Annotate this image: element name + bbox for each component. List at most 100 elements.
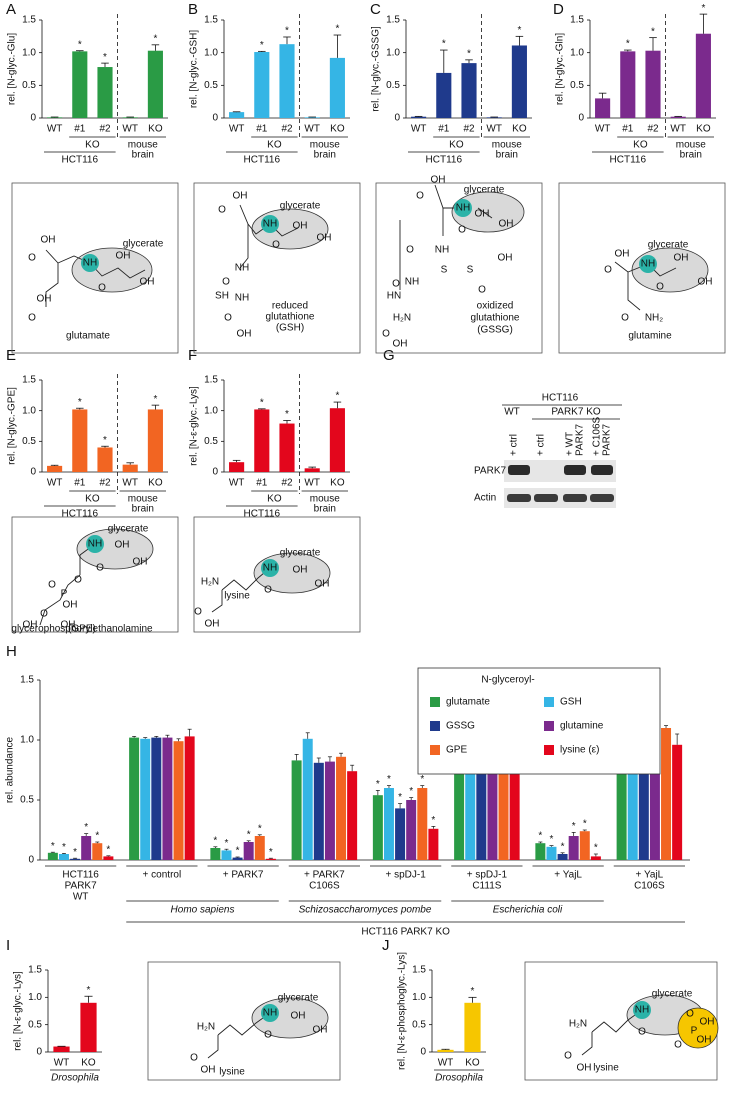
y-axis-label: rel. [N-ε-glyc.-Lys] <box>13 971 24 1051</box>
amide-highlight <box>261 559 279 577</box>
y-tick-label: 1.0 <box>204 405 218 416</box>
structure-label: glutathione <box>471 313 520 324</box>
legend-label: glutamine <box>560 721 604 732</box>
bar <box>80 1002 97 1052</box>
y-tick-label: 0.5 <box>570 80 584 91</box>
significance-star: * <box>87 985 91 996</box>
y-axis-label: rel. abundance <box>5 736 16 803</box>
y-tick-label: 1.5 <box>22 15 36 26</box>
bar <box>428 828 439 860</box>
bar <box>638 734 649 860</box>
y-tick-label: 1.0 <box>22 405 36 416</box>
bar <box>557 854 568 860</box>
significance-star: * <box>583 819 587 830</box>
significance-star: * <box>260 40 264 51</box>
bar <box>151 737 162 860</box>
y-tick-label: 1.5 <box>386 15 400 26</box>
significance-star: * <box>103 52 107 63</box>
structure-label: O <box>264 585 272 596</box>
bar <box>661 728 672 860</box>
y-tick-label: 0 <box>212 113 218 124</box>
structure-label: SH <box>215 291 229 302</box>
row-label: Actin <box>474 493 496 504</box>
significance-star: * <box>376 779 380 790</box>
lane-label: + WT <box>565 432 576 456</box>
structure-box <box>147 961 341 1081</box>
bar <box>129 737 140 860</box>
x-tick-label: + PARK7 <box>223 870 264 881</box>
bar <box>616 735 627 860</box>
structure-label: OH <box>133 557 148 568</box>
significance-star: * <box>335 24 339 35</box>
structure-label: OH <box>237 329 252 340</box>
structure-label: O <box>28 313 36 324</box>
y-tick-label: 1.0 <box>204 47 218 58</box>
structure-label: glycerate <box>280 201 321 212</box>
significance-star: * <box>95 831 99 842</box>
lane-label: PARK7 <box>602 424 613 456</box>
y-tick-label: 0.5 <box>28 1019 42 1030</box>
group-label: mouse <box>676 140 706 151</box>
x-tick-label: WT <box>595 124 611 135</box>
bar <box>454 746 465 860</box>
structure-label: glycerophosphorylethanolamine <box>11 624 153 635</box>
structure-label: O <box>638 1027 646 1038</box>
structure-label: NH <box>456 203 470 214</box>
x-tick-label: #1 <box>256 478 268 489</box>
group-label: KO <box>267 140 282 151</box>
bar <box>147 50 163 118</box>
x-tick-label: #2 <box>463 124 475 135</box>
significance-star: * <box>153 394 157 405</box>
bar <box>279 423 295 472</box>
panel-letter: C <box>370 1 381 18</box>
bar <box>254 409 270 472</box>
x-tick-label: WT <box>47 124 63 135</box>
bar <box>395 808 406 860</box>
group-label: mouse <box>492 140 522 151</box>
group-label: mouse <box>310 494 340 505</box>
significance-star: * <box>78 397 82 408</box>
x-tick-label: #2 <box>99 124 111 135</box>
y-tick-label: 0.5 <box>22 436 36 447</box>
significance-star: * <box>225 838 229 849</box>
structure-label: O <box>96 563 104 574</box>
bar <box>243 842 254 860</box>
amide-highlight <box>81 254 99 272</box>
bar <box>546 846 557 860</box>
bar <box>140 738 151 860</box>
group-label: KO <box>85 140 100 151</box>
significance-star: * <box>471 986 475 997</box>
structure-label: glycerate <box>464 185 505 196</box>
amide-highlight <box>639 255 657 273</box>
x-tick-label: KO <box>696 124 711 135</box>
bar <box>254 52 270 118</box>
bar <box>53 1046 70 1052</box>
x-tick-label: WT <box>229 124 245 135</box>
structure-label: H₂N <box>201 577 219 588</box>
blot-label: HCT116 <box>542 393 579 404</box>
y-tick-label: 1.0 <box>28 992 42 1003</box>
bond <box>221 567 271 591</box>
bar <box>47 117 63 118</box>
legend-swatch <box>544 745 554 755</box>
legend-label: glutamate <box>446 697 490 708</box>
bond <box>477 207 493 219</box>
bond <box>627 272 641 311</box>
x-tick-label: WT <box>54 1058 70 1069</box>
structure-label: OH <box>615 249 630 260</box>
structure-label: NH <box>83 258 97 269</box>
bar <box>221 850 232 860</box>
x-tick-label: #2 <box>99 478 111 489</box>
y-tick-label: 0 <box>36 1047 42 1058</box>
y-tick-label: 1.5 <box>204 15 218 26</box>
structure-label: OH <box>577 1063 592 1074</box>
y-tick-label: 1.5 <box>28 965 42 976</box>
x-tick-label: KO <box>330 124 345 135</box>
legend-swatch <box>430 697 440 707</box>
bar <box>92 843 103 860</box>
group-label: KO <box>85 494 100 505</box>
bar <box>436 72 452 118</box>
panel-letter: G <box>383 347 395 364</box>
structure-label: H₂N <box>197 1022 215 1033</box>
bar <box>461 63 477 118</box>
